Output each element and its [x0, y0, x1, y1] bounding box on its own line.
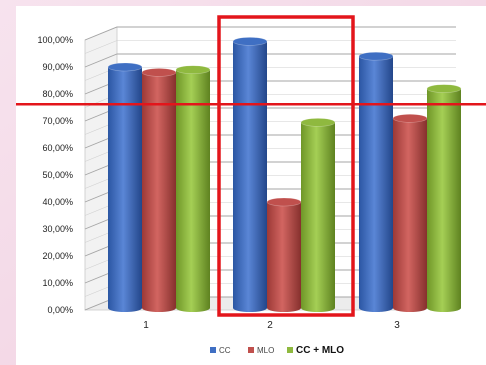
bar-mlo-cat-1 — [141, 68, 177, 312]
bar-base — [427, 304, 461, 312]
y-tick-label: 0,00% — [47, 305, 73, 315]
y-tick-label: 50,00% — [42, 170, 73, 180]
legend-label: CC + MLO — [296, 345, 344, 356]
bar-body — [233, 41, 267, 308]
bar-cc-mlo-cat-2 — [300, 118, 336, 312]
x-tick-layer: 1 2 3 — [143, 320, 400, 331]
y-tick-label: 100,00% — [37, 35, 73, 45]
bar-cap — [232, 37, 268, 46]
bar-cap — [141, 68, 177, 77]
bar-body — [427, 88, 461, 308]
y-tick-label: 30,00% — [42, 224, 73, 234]
bar-cap — [107, 62, 143, 72]
bar-cap — [266, 197, 302, 207]
bar-body — [176, 69, 210, 308]
y-tick-label: 40,00% — [42, 197, 73, 207]
gridline-major — [84, 53, 456, 68]
y-tick-layer: 0,00% 10,00% 20,00% 30,00% 40,00% 50,00% 60,00… — [37, 35, 73, 315]
bar-cc-cat-2 — [232, 37, 268, 312]
bar-cc-mlo-cat-1 — [175, 65, 211, 312]
bar-cap — [392, 114, 428, 123]
bar-base — [301, 304, 335, 312]
bar-cap — [358, 51, 394, 61]
y-tick-label: 80,00% — [42, 89, 73, 99]
bar-cc-mlo-cat-3 — [426, 84, 462, 312]
y-tick-label: 90,00% — [42, 62, 73, 72]
y-tick-label: 70,00% — [42, 116, 73, 126]
y-tick-label: 60,00% — [42, 143, 73, 153]
bar-base — [108, 304, 142, 312]
bar-cc-cat-3 — [358, 51, 394, 312]
y-tick-label: 10,00% — [42, 278, 73, 288]
legend: CC MLO CC + MLO — [210, 345, 344, 356]
bar-cap — [300, 118, 336, 127]
gridline-major — [84, 26, 456, 41]
legend-label: MLO — [257, 346, 274, 355]
bar-base — [176, 304, 210, 312]
bar-body — [393, 118, 427, 308]
x-tick-label: 3 — [394, 320, 400, 331]
bar-body — [108, 67, 142, 308]
highlight-box — [217, 15, 355, 317]
bar-mlo-cat-3 — [392, 114, 428, 312]
bar-base — [267, 304, 301, 312]
bar-base — [233, 304, 267, 312]
bar-mlo-cat-2 — [266, 197, 302, 312]
bar-body — [267, 202, 301, 308]
legend-swatch — [287, 347, 293, 353]
legend-swatch — [210, 347, 216, 353]
x-tick-label: 1 — [143, 320, 149, 331]
bar-base — [393, 304, 427, 312]
bar-body — [359, 56, 393, 309]
bar-cap — [426, 84, 462, 93]
gridline-minor — [84, 40, 456, 54]
legend-label: CC — [219, 346, 231, 355]
x-tick-label: 2 — [267, 320, 273, 331]
annotation-layer — [16, 15, 486, 317]
y-tick-label: 20,00% — [42, 251, 73, 261]
bar-cap — [175, 65, 211, 74]
bar-base — [359, 304, 393, 312]
bar-cc-cat-1 — [107, 62, 143, 312]
bar-body — [142, 72, 176, 309]
legend-swatch — [248, 347, 254, 353]
bar-base — [142, 304, 176, 312]
bar-body — [301, 122, 335, 308]
bar-layer — [107, 37, 462, 312]
